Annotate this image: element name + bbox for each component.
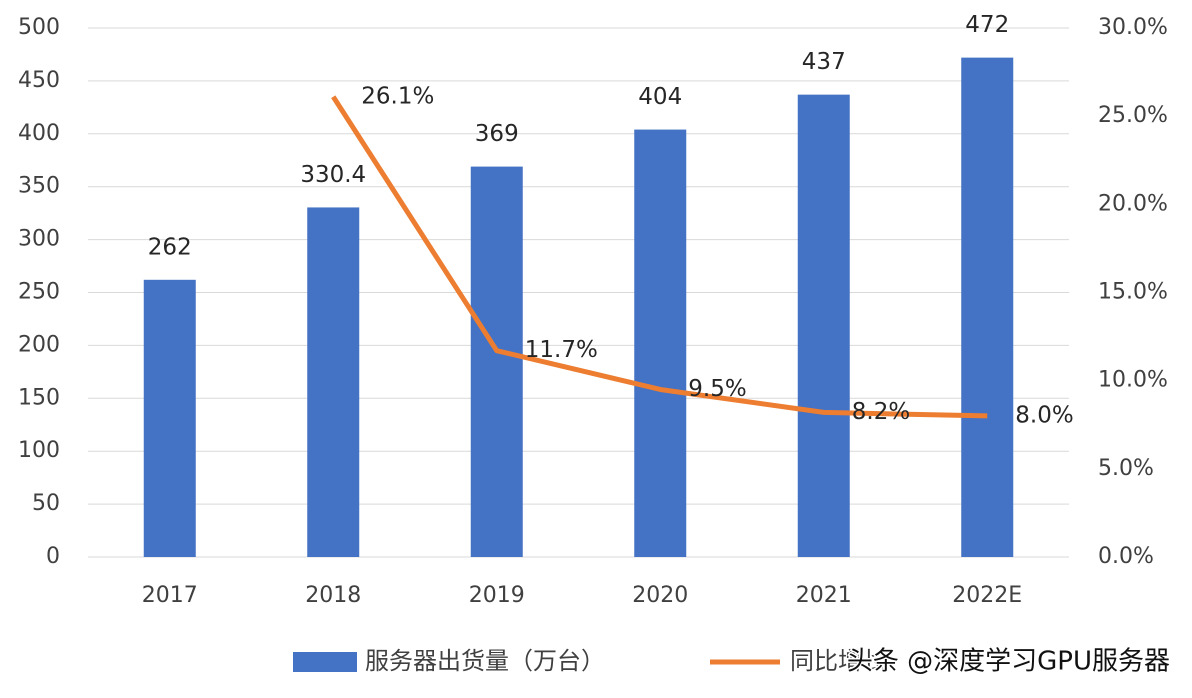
y2-tick-label: 25.0% xyxy=(1098,103,1168,128)
bar xyxy=(797,94,850,558)
value-label: 11.7% xyxy=(525,337,598,363)
legend-swatch xyxy=(293,652,357,672)
legend-label: 同比增长 xyxy=(790,647,886,675)
y-tick-label: 150 xyxy=(18,385,60,410)
bar xyxy=(470,166,523,557)
bar xyxy=(307,207,360,557)
y2-tick-label: 10.0% xyxy=(1098,368,1168,393)
x-tick-label: 2017 xyxy=(142,583,198,608)
value-label: 330.4 xyxy=(300,162,366,188)
y-tick-label: 300 xyxy=(18,227,60,252)
x-tick-label: 2018 xyxy=(305,583,361,608)
y2-tick-label: 0.0% xyxy=(1098,544,1154,569)
value-label: 369 xyxy=(475,121,519,147)
bar xyxy=(143,279,196,557)
value-label: 9.5% xyxy=(688,376,746,402)
y2-tick-label: 30.0% xyxy=(1098,15,1168,40)
y-tick-label: 500 xyxy=(18,15,60,40)
bar xyxy=(634,129,687,557)
x-tick-label: 2022E xyxy=(952,583,1022,608)
y-tick-label: 450 xyxy=(18,68,60,93)
value-label: 26.1% xyxy=(361,83,434,109)
y-tick-label: 350 xyxy=(18,174,60,199)
x-tick-label: 2020 xyxy=(632,583,688,608)
bar xyxy=(961,57,1014,558)
line xyxy=(331,95,988,419)
y2-tick-label: 5.0% xyxy=(1098,456,1154,481)
value-label: 404 xyxy=(638,84,682,110)
value-label: 262 xyxy=(148,234,192,260)
value-label: 8.0% xyxy=(1015,402,1073,428)
x-tick-label: 2021 xyxy=(796,583,852,608)
y-tick-label: 400 xyxy=(18,121,60,146)
y-tick-label: 100 xyxy=(18,438,60,463)
value-label: 437 xyxy=(802,49,846,75)
y2-tick-label: 20.0% xyxy=(1098,191,1168,216)
y-tick-label: 200 xyxy=(18,332,60,357)
value-label: 472 xyxy=(965,12,1009,38)
y2-tick-label: 15.0% xyxy=(1098,280,1168,305)
legend-label: 服务器出货量（万台） xyxy=(365,647,605,675)
annotation: 头条 @深度学习GPU服务器 xyxy=(847,647,1170,677)
y-tick-label: 50 xyxy=(32,491,60,516)
y-tick-label: 0 xyxy=(46,544,60,569)
value-label: 8.2% xyxy=(852,399,910,425)
x-tick-label: 2019 xyxy=(469,583,525,608)
y-tick-label: 250 xyxy=(18,280,60,305)
